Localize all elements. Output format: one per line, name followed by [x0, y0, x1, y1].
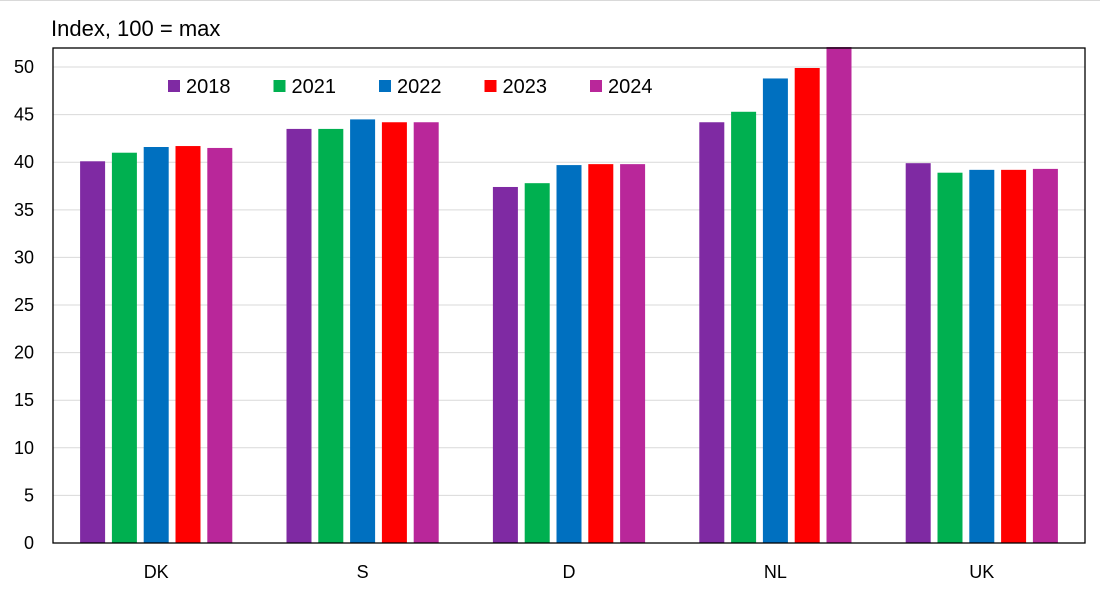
legend-label: 2022 — [397, 76, 442, 98]
legend: 2018 2021 2022 2023 2024 — [168, 76, 653, 98]
y-tick-label: 25 — [14, 295, 34, 315]
x-category-label: NL — [764, 562, 787, 582]
y-tick-label: 10 — [14, 438, 34, 458]
bar-s-2023 — [381, 122, 407, 543]
bar-nl-2024 — [826, 47, 852, 544]
bar-s-2018 — [286, 128, 312, 544]
bar-d-2018 — [492, 186, 518, 543]
legend-swatch — [379, 80, 391, 92]
y-tick-label: 20 — [14, 343, 34, 363]
bar-uk-2022 — [969, 169, 995, 543]
bar-dk-2018 — [80, 161, 106, 543]
y-axis-title: Index, 100 = max — [51, 16, 220, 41]
y-tick-label: 0 — [24, 533, 34, 553]
x-category-label: DK — [144, 562, 169, 582]
bar-dk-2021 — [111, 152, 137, 543]
legend-label: 2023 — [503, 76, 548, 98]
legend-swatch — [273, 80, 286, 92]
bar-d-2021 — [524, 183, 550, 543]
bar-uk-2024 — [1032, 168, 1058, 543]
y-tick-label: 30 — [14, 247, 34, 267]
x-axis-categories: DK S D NL UK — [144, 562, 995, 582]
y-tick-label: 40 — [14, 152, 34, 172]
legend-swatch — [590, 80, 602, 92]
bar-d-2023 — [588, 164, 614, 543]
legend-swatch — [168, 80, 180, 92]
y-tick-label: 5 — [24, 485, 34, 505]
x-category-label: UK — [969, 562, 994, 582]
bar-s-2024 — [413, 122, 439, 543]
bar-uk-2021 — [937, 172, 963, 544]
bar-s-2021 — [318, 128, 344, 544]
legend-swatch — [484, 80, 497, 92]
bar-d-2024 — [620, 164, 646, 543]
bar-nl-2023 — [794, 67, 820, 543]
legend-label: 2021 — [292, 76, 337, 98]
y-tick-label: 45 — [14, 105, 34, 125]
bar-uk-2018 — [905, 163, 931, 544]
bar-dk-2022 — [143, 147, 169, 543]
x-category-label: S — [357, 562, 369, 582]
bar-s-2022 — [350, 119, 376, 544]
bar-nl-2018 — [699, 122, 725, 543]
bars — [80, 47, 1058, 544]
bar-dk-2024 — [207, 147, 233, 544]
bar-dk-2023 — [175, 146, 201, 543]
y-tick-label: 35 — [14, 200, 34, 220]
plot-frame — [52, 47, 1086, 544]
bar-d-2022 — [556, 165, 582, 543]
bar-nl-2022 — [762, 78, 788, 543]
legend-label: 2018 — [186, 76, 231, 98]
bar-uk-2023 — [1001, 169, 1027, 543]
y-axis-ticks: 0 5 10 15 20 25 30 35 40 45 50 — [14, 57, 34, 553]
bar-nl-2021 — [731, 111, 757, 544]
y-tick-label: 50 — [14, 57, 34, 77]
x-category-label: D — [563, 562, 576, 582]
y-tick-label: 15 — [14, 390, 34, 410]
legend-label: 2024 — [608, 76, 653, 98]
